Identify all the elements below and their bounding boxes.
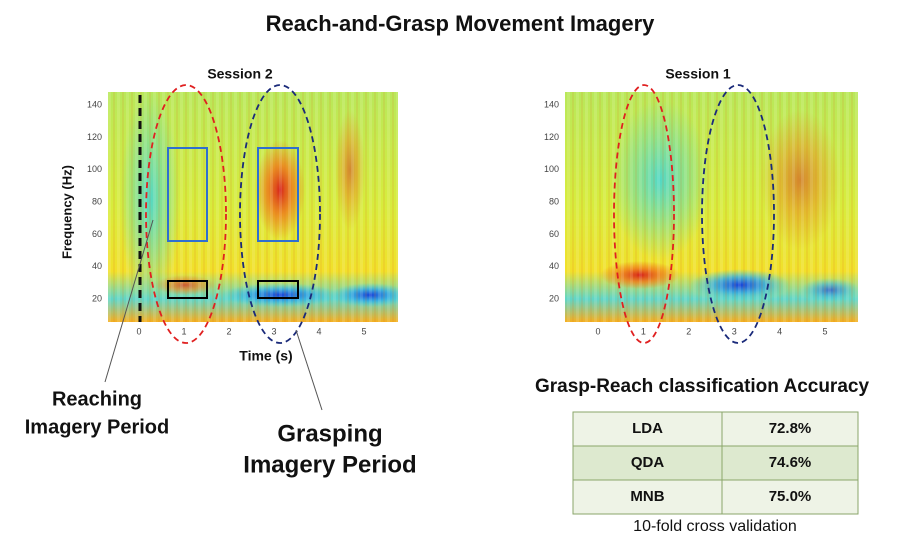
spectrogram xyxy=(108,92,398,322)
y-tick-label: 100 xyxy=(544,164,559,174)
x-tick-label: 3 xyxy=(271,326,276,336)
x-tick-label: 4 xyxy=(777,326,782,336)
y-tick-label: 80 xyxy=(92,196,102,206)
table-cell: 72.8% xyxy=(769,420,812,437)
y-tick-label: 20 xyxy=(92,293,102,303)
table-cell: 74.6% xyxy=(769,454,812,471)
x-tick-label: 1 xyxy=(641,326,646,336)
y-tick-label: 120 xyxy=(544,132,559,142)
x-tick-label: 1 xyxy=(181,326,186,336)
x-tick-label: 0 xyxy=(136,326,141,336)
x-tick-label: 5 xyxy=(822,326,827,336)
y-tick-label: 60 xyxy=(92,229,102,239)
x-tick-label: 0 xyxy=(595,326,600,336)
x-axis-label: Time (s) xyxy=(239,348,292,364)
annotation: Imagery Period xyxy=(243,451,416,478)
table-cell: QDA xyxy=(631,454,665,471)
table-cell: MNB xyxy=(630,488,664,505)
y-tick-label: 40 xyxy=(549,261,559,271)
table: LDA 72.8% QDA 74.6% MNB 75.0% xyxy=(572,411,859,515)
annotation: Grasping xyxy=(277,420,382,447)
table-cell: LDA xyxy=(632,420,663,437)
table-row xyxy=(572,479,859,515)
x-tick-label: 4 xyxy=(316,326,321,336)
annotation: Reaching xyxy=(52,388,142,410)
title: Reach-and-Grasp Movement Imagery xyxy=(266,11,656,36)
y-tick-label: 140 xyxy=(544,100,559,110)
panel-title: Session 2 xyxy=(207,66,273,82)
table-caption: 10-fold cross validation xyxy=(633,518,797,535)
table-cell: 75.0% xyxy=(769,488,812,505)
x-tick-label: 3 xyxy=(732,326,737,336)
x-tick-label: 2 xyxy=(686,326,691,336)
table-row xyxy=(572,411,859,447)
y-tick-label: 140 xyxy=(87,100,102,110)
y-axis-label: Frequency (Hz) xyxy=(59,165,74,259)
annotation: Imagery Period xyxy=(25,416,170,438)
y-tick-label: 80 xyxy=(549,196,559,206)
y-tick-label: 120 xyxy=(87,132,102,142)
panel-title: Session 1 xyxy=(665,66,731,82)
y-tick-label: 20 xyxy=(549,293,559,303)
x-tick-label: 5 xyxy=(361,326,366,336)
spectrogram xyxy=(565,92,858,322)
x-tick-label: 2 xyxy=(226,326,231,336)
y-tick-label: 100 xyxy=(87,164,102,174)
table-row xyxy=(572,445,859,481)
y-tick-label: 40 xyxy=(92,261,102,271)
table-title: Grasp-Reach classification Accuracy xyxy=(535,376,869,397)
y-tick-label: 60 xyxy=(549,229,559,239)
